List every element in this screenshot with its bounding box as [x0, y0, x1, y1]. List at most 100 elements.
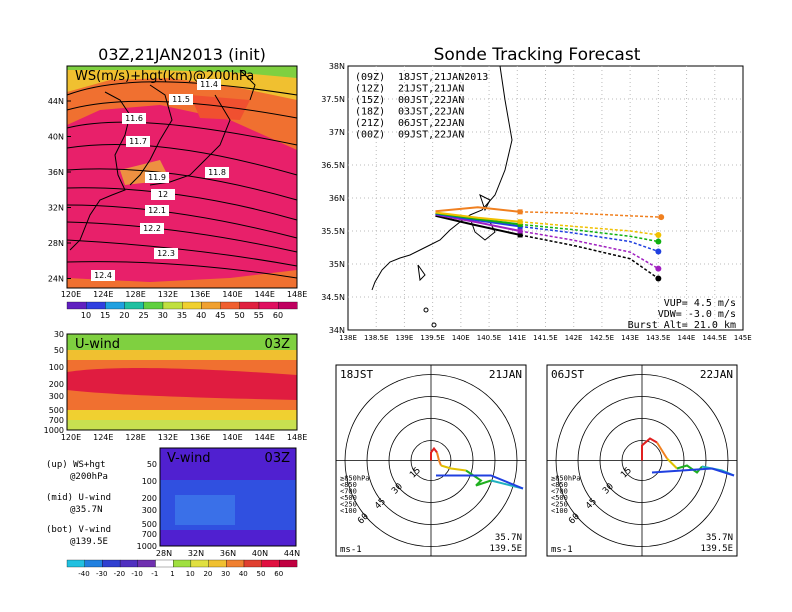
pressure-tick: 50: [54, 346, 64, 355]
lon-tick: 148E: [287, 433, 307, 442]
colorbar-swatch: [155, 559, 174, 568]
legend-code: (18Z): [355, 107, 385, 118]
contour-label: 12.2: [143, 224, 161, 233]
pressure-tick: 1000: [137, 542, 157, 551]
pressure-tick: 700: [49, 416, 64, 425]
hodo-legend: <100: [340, 507, 357, 515]
contour-label: 12.1: [148, 206, 166, 215]
right-title: Sonde Tracking Forecast: [434, 45, 641, 65]
lat-tick: 44N: [284, 549, 300, 558]
colorbar-swatch: [278, 301, 298, 310]
track-lines: [435, 206, 665, 282]
hodo-trace: [436, 452, 442, 466]
lon-tick: 144.5E: [702, 334, 726, 342]
lon-tick: 124E: [93, 433, 113, 442]
lat-tick: 36N: [220, 549, 236, 558]
pressure-tick: 700: [142, 530, 157, 539]
colorbar-label: 40: [239, 570, 248, 578]
hodo-lat: 35.7N: [706, 533, 733, 543]
legend-local: 06JST,22JAN: [398, 118, 464, 129]
landing-marker: [655, 248, 662, 255]
colorbar-swatch: [258, 301, 279, 310]
track-grid: [348, 66, 743, 330]
u-lon-axis: 120E 124E 128E 132E 136E 140E 144E 148E: [61, 433, 307, 442]
colorbar-label: 30: [158, 311, 168, 320]
colorbar-label: 10: [81, 311, 91, 320]
colorbar-label: 55: [254, 311, 264, 320]
legend-local: 21JST,21JAN: [398, 84, 464, 95]
lat-tick: 34.5N: [321, 293, 345, 302]
lon-tick: 140E: [452, 334, 470, 342]
map-lat-axis: 38N 37.5N 37N 36.5N 36N 35.5N 35N 34.5N 34N: [321, 62, 345, 335]
colorbar-swatch: [84, 559, 103, 568]
lon-tick: 145E: [734, 334, 752, 342]
colorbar-label: 45: [215, 311, 225, 320]
colorbar-swatch: [119, 559, 138, 568]
lat-tick: 37.5N: [321, 95, 345, 104]
lat-tick: 38N: [329, 62, 345, 71]
hodo-trace: [436, 474, 524, 490]
landing-marker: [658, 214, 665, 221]
param-line: Burst Alt= 21.0 km: [628, 320, 736, 331]
v-lat-axis: 28N 32N 36N 40N 44N: [156, 549, 300, 558]
u-wind-time: 03Z: [265, 337, 291, 352]
lon-tick: 144E: [678, 334, 696, 342]
colorbar-swatch: [190, 559, 209, 568]
contour-label: 12.4: [94, 271, 112, 280]
colorbar-label: -10: [131, 570, 142, 578]
colorbar-swatch: [239, 301, 260, 310]
contour-label: 12.3: [157, 249, 175, 258]
contour-label: 11.5: [172, 95, 190, 104]
pressure-tick: 200: [49, 380, 64, 389]
lon-tick: 139.5E: [420, 334, 444, 342]
landing-marker: [655, 238, 662, 245]
colorbar-swatch: [86, 301, 106, 310]
hodo-trace: [430, 446, 438, 461]
pressure-tick: 1000: [44, 426, 64, 435]
contour-label: 12: [158, 190, 168, 199]
lat-tick: 36N: [48, 168, 64, 177]
contour-label: 11.9: [148, 173, 166, 182]
note-sub: @139.5E: [70, 537, 108, 547]
hodo-legend: ≥850hPa: [551, 475, 581, 483]
hodo-trace: [651, 467, 735, 477]
lat-tick: 34N: [329, 326, 345, 335]
colorbar-swatch: [105, 301, 125, 310]
hodo-lat: 35.7N: [495, 533, 522, 543]
lon-tick: 148E: [287, 290, 307, 299]
param-line: VDW= -3.0 m/s: [658, 309, 736, 320]
lon-tick: 120E: [61, 433, 81, 442]
lat-tick: 35N: [329, 260, 345, 269]
pressure-tick: 300: [142, 506, 157, 515]
lon-tick: 138E: [339, 334, 357, 342]
colorbar-label: 50: [257, 570, 266, 578]
pressure-tick: 100: [49, 363, 64, 372]
burst-marker: [517, 228, 523, 234]
lon-tick: 140E: [222, 433, 242, 442]
colorbar-label: 20: [119, 311, 129, 320]
pressure-tick: 500: [142, 520, 157, 529]
colorbar-swatch: [208, 559, 227, 568]
contour-label: 11.4: [200, 80, 218, 89]
contour-labels: 11.4 11.5 11.6 11.7 11.8 11.9 12 12.1 12.2 12.3 12…: [91, 79, 229, 281]
burst-marker: [517, 209, 523, 215]
colorbar-label: 15: [100, 311, 110, 320]
legend-code: (21Z): [355, 118, 385, 129]
hodograph-1: 18JST 21JANms-135.7N139.5E15304560≥850hPa…: [335, 364, 527, 557]
colorbar-swatch: [102, 559, 121, 568]
colorbar-label: 35: [177, 311, 187, 320]
note-sub: @200hPa: [70, 472, 108, 482]
track-line-dashed: [520, 225, 659, 253]
colorbar-label: 1: [170, 570, 174, 578]
track-line-dashed: [520, 221, 659, 236]
colorbar-label: 30: [221, 570, 230, 578]
colorbar-swatch: [182, 301, 202, 310]
colorbar-label: 40: [196, 311, 206, 320]
colorbar-label: 10: [186, 570, 195, 578]
burst-marker: [517, 232, 523, 238]
colorbar-swatch: [243, 559, 262, 568]
pressure-tick: 30: [54, 330, 64, 339]
